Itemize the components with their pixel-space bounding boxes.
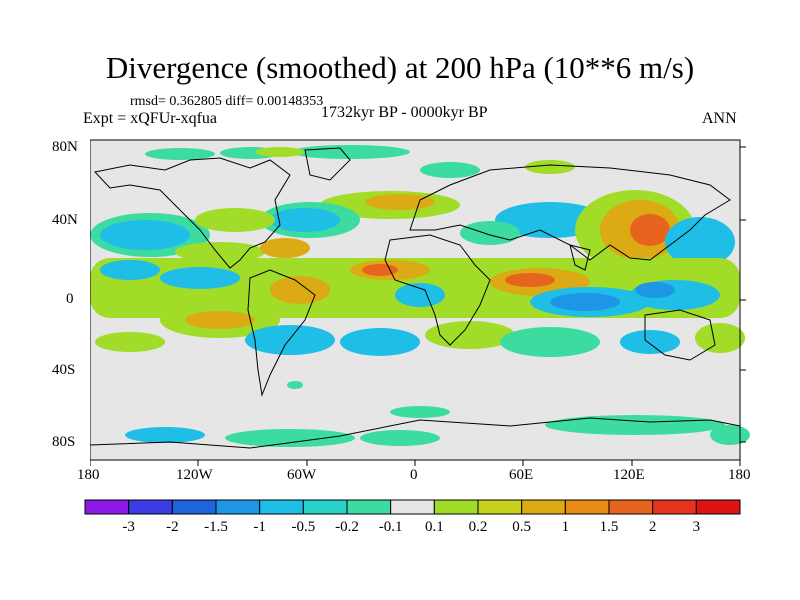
colorbar-label: 3 — [692, 519, 701, 535]
lon-label-60w: 60W — [287, 467, 317, 483]
colorbar-label: 2 — [648, 519, 657, 535]
map-ticks — [90, 146, 746, 466]
colorbar-swatch — [695, 499, 741, 515]
colorbar-label: -1 — [253, 519, 266, 535]
lon-label-60e: 60E — [509, 467, 534, 483]
colorbar-label: 0.1 — [424, 519, 444, 535]
lat-label-40n: 40N — [52, 212, 78, 228]
colorbar-swatch — [433, 499, 479, 515]
stats-label: rmsd= 0.362805 diff= 0.00148353 — [130, 94, 324, 109]
colorbar-swatch — [128, 499, 173, 515]
experiment-label: Expt = xQFUr-xqfua — [83, 110, 218, 127]
colorbar-swatch — [652, 499, 697, 515]
colorbar-swatch — [302, 499, 348, 515]
colorbar-swatch — [259, 499, 304, 515]
colorbar-swatch — [521, 499, 566, 515]
colorbar-swatch — [346, 499, 392, 515]
colorbar-label: -1.5 — [204, 519, 228, 535]
colorbar-label: -2 — [166, 519, 179, 535]
lat-label-40s: 40S — [52, 362, 76, 378]
coastlines — [90, 147, 741, 449]
divergence-map — [90, 139, 750, 466]
lat-label-80s: 80S — [52, 434, 76, 450]
lat-label-80n: 80N — [52, 139, 78, 155]
colorbar — [84, 499, 741, 515]
colorbar-swatch — [84, 499, 130, 515]
season-label: ANN — [702, 110, 737, 127]
colorbar-swatch — [171, 499, 217, 515]
lon-label-120w: 120W — [176, 467, 213, 483]
colorbar-label: 0.5 — [512, 519, 532, 535]
colorbar-swatch — [390, 499, 435, 515]
colorbar-swatch — [608, 499, 654, 515]
colorbar-swatch — [215, 499, 261, 515]
lon-label-180w: 180 — [77, 467, 100, 483]
colorbar-label: -0.1 — [378, 519, 403, 535]
period-label: 1732kyr BP - 0000kyr BP — [321, 104, 488, 121]
colorbar-label: -0.5 — [291, 519, 316, 535]
colorbar-swatch — [564, 499, 610, 515]
lon-label-180e: 180 — [728, 467, 751, 483]
lat-label-0: 0 — [66, 291, 74, 307]
plot-title: Divergence (smoothed) at 200 hPa (10**6 … — [105, 50, 695, 85]
lon-label-120e: 120E — [613, 467, 645, 483]
colorbar-label: 1.5 — [599, 519, 619, 535]
colorbar-label: 0.2 — [468, 519, 488, 535]
lon-label-0: 0 — [410, 467, 418, 483]
colorbar-label: -0.2 — [335, 519, 359, 535]
colorbar-label: 1 — [561, 519, 570, 535]
colorbar-swatch — [477, 499, 523, 515]
colorbar-label: -3 — [122, 519, 135, 535]
